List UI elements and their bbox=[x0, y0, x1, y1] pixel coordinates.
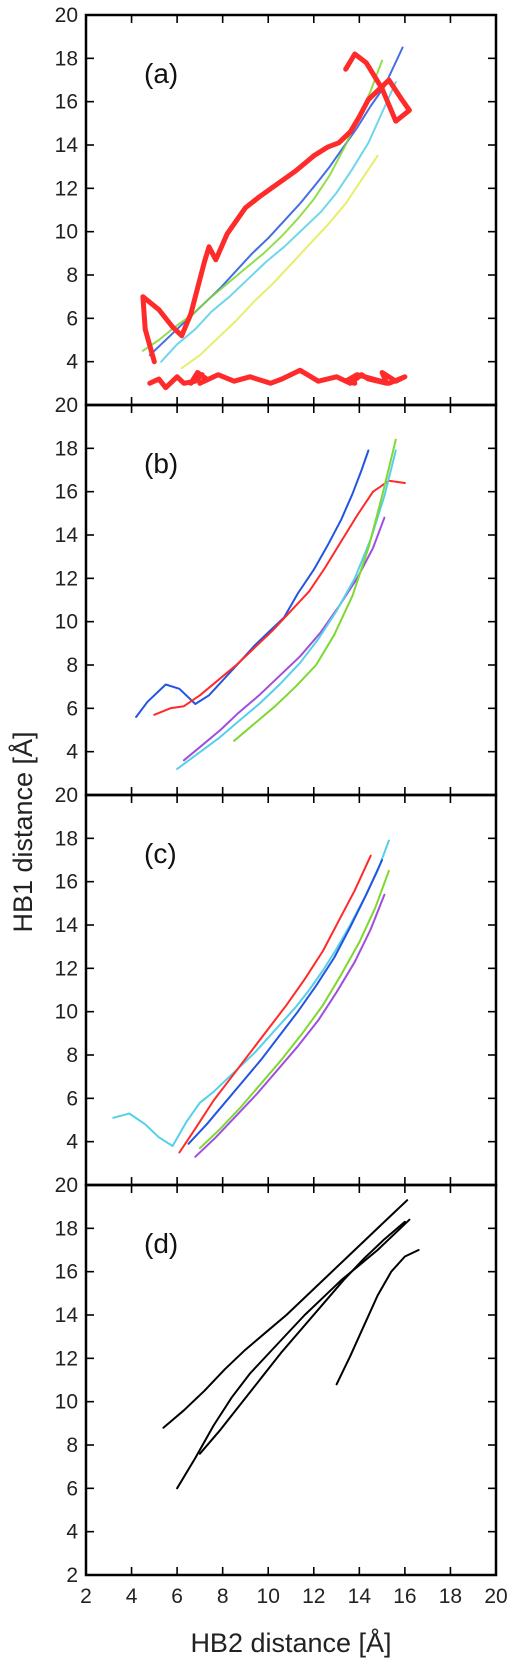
x-tick-label: 18 bbox=[439, 1585, 462, 1608]
series-line-4 bbox=[233, 438, 397, 742]
x-tick-label: 20 bbox=[484, 1585, 507, 1608]
y-tick-label: 18 bbox=[55, 47, 78, 70]
y-tick-label: 20 bbox=[55, 1174, 78, 1197]
y-tick-label: 4 bbox=[66, 351, 78, 374]
plot-area bbox=[135, 438, 406, 770]
series-line-4 bbox=[198, 869, 390, 1150]
y-tick-label: 8 bbox=[66, 1044, 78, 1067]
x-tick-label: 12 bbox=[302, 1585, 325, 1608]
plot-area bbox=[140, 46, 412, 391]
x-tick-label: 14 bbox=[348, 1585, 372, 1608]
panel-label: (c) bbox=[144, 838, 177, 869]
y-tick-label: 16 bbox=[55, 481, 78, 504]
x-tick-label: 16 bbox=[393, 1585, 416, 1608]
faint-series-line-0 bbox=[148, 46, 404, 357]
y-tick-label: 14 bbox=[55, 914, 79, 937]
x-tick-label: 4 bbox=[126, 1585, 138, 1608]
panel-c: 4 6 8 10 12 14 16 18 20 (c) bbox=[55, 784, 498, 1187]
series-line-2 bbox=[182, 516, 386, 762]
series-line-3 bbox=[335, 1249, 420, 1386]
x-axis-label: HB2 distance [Å] bbox=[190, 1627, 391, 1658]
panel-label: (a) bbox=[144, 58, 178, 89]
series-line-1 bbox=[153, 479, 406, 716]
y-tick-label: 8 bbox=[66, 654, 78, 677]
faint-series-line-3 bbox=[180, 154, 379, 370]
y-tick-label: 16 bbox=[55, 871, 78, 894]
series-line-1 bbox=[178, 854, 372, 1154]
x-tick-label: 6 bbox=[171, 1585, 183, 1608]
y-tick-label: 8 bbox=[66, 264, 78, 287]
series-line-0 bbox=[147, 367, 408, 391]
x-tick-label: 10 bbox=[257, 1585, 280, 1608]
x-tick-label: 2 bbox=[80, 1585, 92, 1608]
y-tick-label: 12 bbox=[55, 177, 78, 200]
panel-d: 2 4 6 8 10 12 14 16 18 20 2 4 6 8 10 12 14 16 18 20 (d) bbox=[55, 1174, 508, 1608]
y-tick-label: 10 bbox=[55, 611, 78, 634]
y-tick-label: 14 bbox=[55, 134, 79, 157]
series-line-3 bbox=[194, 893, 386, 1158]
panel-label: (d) bbox=[144, 1228, 178, 1259]
series-line-3 bbox=[176, 449, 397, 770]
y-tick-label: 8 bbox=[66, 1434, 78, 1457]
y-tick-label: 14 bbox=[55, 1304, 79, 1327]
series-line-2 bbox=[198, 1220, 406, 1455]
series-line-2 bbox=[187, 859, 384, 1145]
panel-label: (b) bbox=[144, 448, 178, 479]
y-tick-label: 16 bbox=[55, 91, 78, 114]
panel-a: 4 6 8 10 12 14 16 18 20 (a) bbox=[55, 4, 498, 407]
plot-area bbox=[112, 839, 390, 1158]
y-tick-label: 18 bbox=[55, 1217, 78, 1240]
y-tick-label: 2 bbox=[66, 1564, 78, 1587]
y-axis-label: HB1 distance [Å] bbox=[7, 731, 38, 932]
y-tick-label: 12 bbox=[55, 1347, 78, 1370]
y-tick-label: 12 bbox=[55, 567, 78, 590]
plot-area bbox=[162, 1199, 420, 1490]
series-line-1 bbox=[162, 1199, 409, 1429]
series-line-1 bbox=[140, 51, 412, 365]
y-tick-label: 10 bbox=[55, 1001, 78, 1024]
y-tick-label: 6 bbox=[66, 697, 78, 720]
y-tick-label: 20 bbox=[55, 394, 78, 417]
y-tick-label: 10 bbox=[55, 1391, 78, 1414]
y-tick-label: 4 bbox=[66, 1131, 78, 1154]
series-line-0 bbox=[135, 449, 370, 718]
y-tick-label: 6 bbox=[66, 1477, 78, 1500]
y-tick-label: 4 bbox=[66, 1521, 78, 1544]
series-line-0 bbox=[112, 839, 390, 1147]
panel-b: 4 6 8 10 12 14 16 18 20 (b) bbox=[55, 394, 498, 797]
series-line-0 bbox=[176, 1218, 411, 1490]
y-tick-label: 16 bbox=[55, 1261, 78, 1284]
x-tick-label: 8 bbox=[217, 1585, 229, 1608]
faint-series-line-1 bbox=[160, 81, 397, 363]
y-tick-label: 20 bbox=[55, 784, 78, 807]
axes-frame bbox=[84, 1183, 498, 1577]
panels: 4 6 8 10 12 14 16 18 20 (a) 4 6 8 10 12 14 16 18 20 (b) 4 6 8 1… bbox=[55, 4, 508, 1608]
y-tick-label: 18 bbox=[55, 437, 78, 460]
y-tick-label: 18 bbox=[55, 827, 78, 850]
faint-series-line-2 bbox=[141, 59, 384, 352]
y-tick-label: 12 bbox=[55, 957, 78, 980]
y-tick-label: 14 bbox=[55, 524, 79, 547]
y-tick-label: 20 bbox=[55, 4, 78, 27]
y-tick-label: 10 bbox=[55, 221, 78, 244]
y-tick-label: 6 bbox=[66, 1087, 78, 1110]
y-tick-label: 6 bbox=[66, 307, 78, 330]
y-tick-label: 4 bbox=[66, 741, 78, 764]
